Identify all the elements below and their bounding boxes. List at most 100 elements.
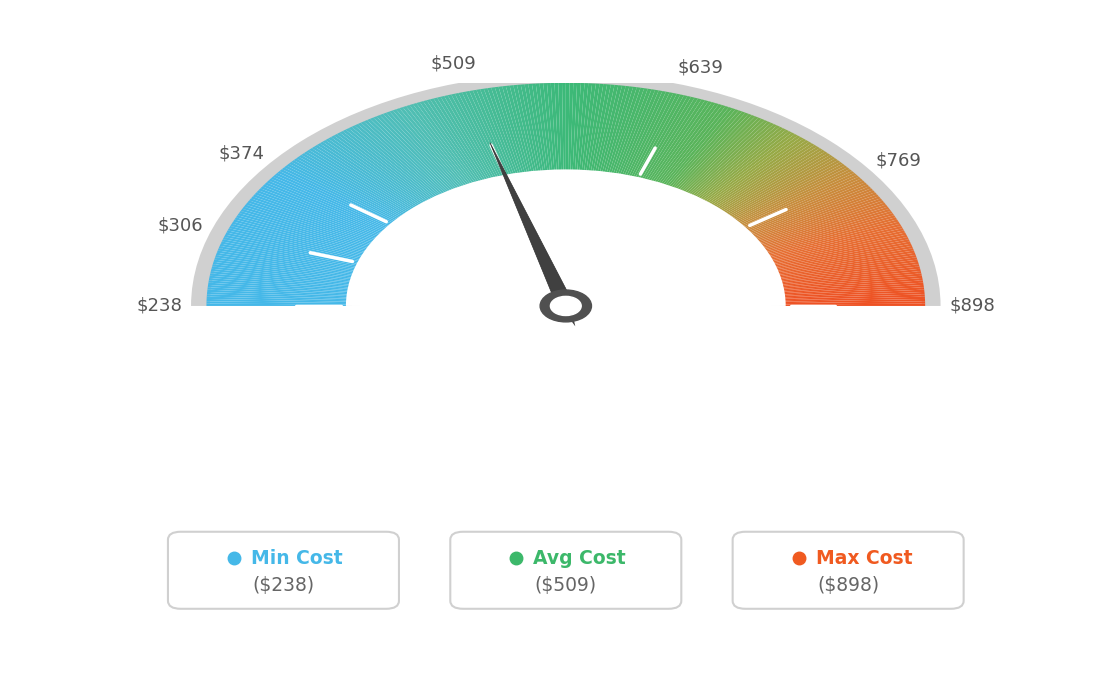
Wedge shape xyxy=(299,155,405,215)
Wedge shape xyxy=(452,94,498,177)
Wedge shape xyxy=(393,109,463,187)
Wedge shape xyxy=(484,88,518,174)
Wedge shape xyxy=(591,84,611,172)
Text: Max Cost: Max Cost xyxy=(816,549,912,568)
Wedge shape xyxy=(625,91,666,176)
Wedge shape xyxy=(236,215,367,252)
Wedge shape xyxy=(776,248,914,273)
Wedge shape xyxy=(231,224,363,257)
Wedge shape xyxy=(736,168,850,223)
Wedge shape xyxy=(782,271,922,286)
Wedge shape xyxy=(237,213,368,251)
Wedge shape xyxy=(224,235,359,264)
Wedge shape xyxy=(681,117,758,192)
Wedge shape xyxy=(426,99,484,181)
Wedge shape xyxy=(354,124,439,197)
Wedge shape xyxy=(386,112,458,188)
Wedge shape xyxy=(650,100,709,181)
Wedge shape xyxy=(783,278,923,290)
Wedge shape xyxy=(416,102,477,183)
Wedge shape xyxy=(532,83,548,171)
Wedge shape xyxy=(742,175,859,228)
Wedge shape xyxy=(609,87,640,173)
Wedge shape xyxy=(667,108,735,186)
Wedge shape xyxy=(469,90,509,175)
Wedge shape xyxy=(700,130,789,200)
Wedge shape xyxy=(777,250,915,274)
Wedge shape xyxy=(390,110,460,188)
Wedge shape xyxy=(679,115,755,191)
FancyBboxPatch shape xyxy=(168,532,399,609)
Wedge shape xyxy=(763,211,892,250)
Wedge shape xyxy=(317,144,416,208)
Wedge shape xyxy=(487,88,520,174)
Wedge shape xyxy=(784,302,925,304)
Wedge shape xyxy=(347,170,785,306)
Wedge shape xyxy=(761,205,888,246)
Wedge shape xyxy=(340,131,431,201)
Wedge shape xyxy=(315,145,415,209)
Wedge shape xyxy=(543,83,554,170)
Wedge shape xyxy=(225,233,360,263)
Wedge shape xyxy=(554,83,561,170)
Wedge shape xyxy=(206,299,348,303)
Wedge shape xyxy=(229,226,362,259)
Wedge shape xyxy=(273,175,390,228)
Wedge shape xyxy=(636,95,684,178)
Wedge shape xyxy=(400,107,467,186)
Wedge shape xyxy=(749,184,869,233)
Wedge shape xyxy=(361,121,443,195)
Wedge shape xyxy=(754,193,877,238)
Wedge shape xyxy=(562,83,565,170)
Wedge shape xyxy=(771,230,905,262)
Wedge shape xyxy=(517,85,539,172)
Wedge shape xyxy=(783,283,924,293)
Wedge shape xyxy=(256,190,379,237)
Wedge shape xyxy=(652,101,712,182)
Wedge shape xyxy=(333,134,427,202)
Text: $509: $509 xyxy=(431,55,476,72)
Wedge shape xyxy=(715,144,815,208)
Wedge shape xyxy=(320,141,418,207)
Wedge shape xyxy=(206,294,348,300)
Wedge shape xyxy=(342,130,432,200)
Wedge shape xyxy=(210,276,350,289)
Wedge shape xyxy=(704,134,798,202)
Wedge shape xyxy=(648,99,705,181)
Wedge shape xyxy=(671,110,742,188)
Wedge shape xyxy=(247,201,373,243)
Wedge shape xyxy=(410,104,473,184)
Wedge shape xyxy=(210,271,350,286)
Wedge shape xyxy=(580,83,592,171)
Wedge shape xyxy=(223,237,359,266)
Wedge shape xyxy=(781,264,920,282)
Text: $898: $898 xyxy=(949,297,995,315)
Wedge shape xyxy=(211,268,351,285)
Wedge shape xyxy=(779,262,919,281)
Wedge shape xyxy=(690,123,774,195)
Wedge shape xyxy=(307,150,410,212)
Wedge shape xyxy=(710,139,806,205)
Wedge shape xyxy=(698,128,786,199)
Wedge shape xyxy=(755,195,879,239)
Wedge shape xyxy=(634,94,680,177)
Wedge shape xyxy=(709,137,804,204)
Wedge shape xyxy=(627,92,670,176)
Wedge shape xyxy=(762,207,890,247)
Wedge shape xyxy=(396,108,465,186)
Wedge shape xyxy=(582,83,596,171)
Wedge shape xyxy=(782,273,922,288)
Wedge shape xyxy=(766,217,898,253)
Wedge shape xyxy=(406,105,470,185)
Wedge shape xyxy=(233,219,364,255)
Wedge shape xyxy=(722,150,825,212)
Wedge shape xyxy=(739,169,852,224)
Wedge shape xyxy=(571,83,577,170)
Wedge shape xyxy=(623,90,662,175)
Wedge shape xyxy=(304,152,408,213)
Wedge shape xyxy=(242,207,370,247)
Text: $306: $306 xyxy=(158,217,203,235)
Wedge shape xyxy=(208,290,348,297)
Wedge shape xyxy=(209,280,349,292)
Wedge shape xyxy=(618,89,655,175)
